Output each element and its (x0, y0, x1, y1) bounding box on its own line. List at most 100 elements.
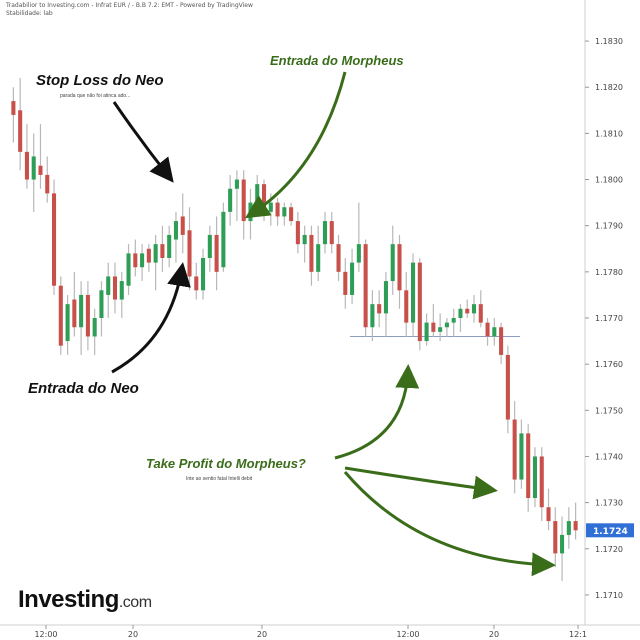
candle-body (248, 202, 253, 222)
candle-body (167, 234, 172, 258)
x-tick-label: 12:00 (34, 630, 57, 639)
annotation-arrows (111, 71, 556, 577)
arrow-entrada-morpheus (244, 71, 347, 219)
current-price-tag: 1.1724 (586, 523, 634, 538)
candle-body (99, 290, 104, 318)
candle-body (478, 304, 483, 323)
grid (0, 0, 640, 626)
candle-body (350, 262, 355, 295)
candle-body (573, 521, 578, 531)
candle-body (512, 419, 517, 480)
y-tick-label: 1.1790 (595, 222, 623, 231)
candle-body (194, 276, 199, 291)
candle-body (72, 299, 77, 328)
candle-body (65, 304, 70, 342)
candle-body (51, 193, 57, 286)
x-tick-label: 12:00 (396, 630, 419, 639)
candle-body (282, 207, 287, 217)
brand-suffix: .com (118, 594, 152, 611)
candle-body (207, 234, 212, 258)
label-stop-loss: Stop Loss do Neo (36, 72, 164, 89)
price-tag-box (586, 523, 634, 538)
label-entrada-morpheus: Entrada do Morpheus (270, 53, 404, 68)
candle-body (201, 258, 206, 291)
candle-body (336, 244, 341, 272)
x-tick-label: 20 (489, 630, 499, 639)
y-axis: 1.1830 1.1820 1.1810 1.1800 1.1790 1.1780 1.17… (585, 37, 623, 600)
candle-body (377, 304, 382, 314)
candle-body (119, 281, 124, 300)
candle-body (11, 101, 16, 115)
header-line-2: Stabilidade: lab (6, 10, 53, 17)
candle-body (146, 248, 151, 263)
x-tick-label: 20 (257, 630, 267, 639)
y-tick-label: 1.1800 (595, 176, 623, 185)
candle-body (329, 221, 334, 245)
candle-body (539, 456, 544, 508)
brand-name: Investing (18, 586, 119, 613)
candle-body (79, 294, 84, 328)
candle-body (133, 253, 138, 268)
candle-body (322, 221, 328, 245)
candle-body (343, 271, 348, 295)
candle-body (275, 202, 280, 217)
candle-body (499, 327, 504, 355)
candle-body (519, 433, 524, 480)
candle-body (411, 262, 416, 323)
candle-body (471, 304, 477, 314)
candle-body (126, 253, 131, 286)
candle-body (255, 184, 260, 208)
candle-body (532, 456, 538, 498)
candle-body (390, 244, 395, 282)
header-line-1: Tradabilior to Investing.com - Infrat EU… (6, 2, 253, 9)
y-tick-label: 1.1710 (595, 591, 623, 600)
candle-body (458, 308, 463, 318)
candle-body (302, 234, 307, 245)
candle-body (228, 188, 233, 212)
candle-body (153, 244, 158, 263)
candle-body (356, 244, 361, 263)
candle-body (187, 230, 192, 277)
candle-body (397, 244, 402, 291)
candle-body (309, 234, 314, 272)
arrow-tp-2 (344, 466, 498, 500)
candle-body (451, 318, 456, 323)
candle-body (546, 507, 551, 522)
y-tick-label: 1.1820 (595, 83, 623, 92)
arrow-entrada-neo (111, 262, 191, 374)
y-tick-label: 1.1830 (595, 37, 623, 46)
price-tag-label: 1.1724 (593, 527, 628, 537)
candle-body (505, 354, 510, 420)
candle-body (370, 304, 375, 328)
y-tick-label: 1.1770 (595, 314, 623, 323)
candle-body (85, 294, 90, 337)
candle-body (438, 327, 443, 332)
candle-body (234, 179, 239, 189)
candle-body (241, 179, 246, 222)
candle-body (92, 318, 97, 337)
candle-body (58, 285, 63, 346)
y-tick-label: 1.1740 (595, 452, 623, 461)
y-tick-label: 1.1810 (595, 129, 623, 138)
candle-body (24, 151, 29, 180)
candle-body (553, 521, 558, 554)
arrow-tp-1 (334, 364, 420, 460)
candles (11, 78, 578, 582)
candle-body (140, 253, 145, 268)
x-tick-label: 12:1 (569, 630, 587, 639)
candle-body (31, 156, 36, 180)
candle-body (566, 521, 571, 535)
y-tick-label: 1.1780 (595, 268, 623, 277)
candle-body (106, 276, 111, 295)
candle-body (485, 322, 490, 337)
candle-body (560, 534, 565, 554)
candle-body (45, 174, 50, 194)
arrow-stop-loss (112, 101, 174, 183)
candle-body (289, 207, 294, 222)
candle-body (295, 221, 300, 245)
candle-body (363, 244, 368, 328)
candle-body (526, 433, 531, 498)
candle-body (268, 202, 273, 212)
x-tick-label: 20 (128, 630, 138, 639)
